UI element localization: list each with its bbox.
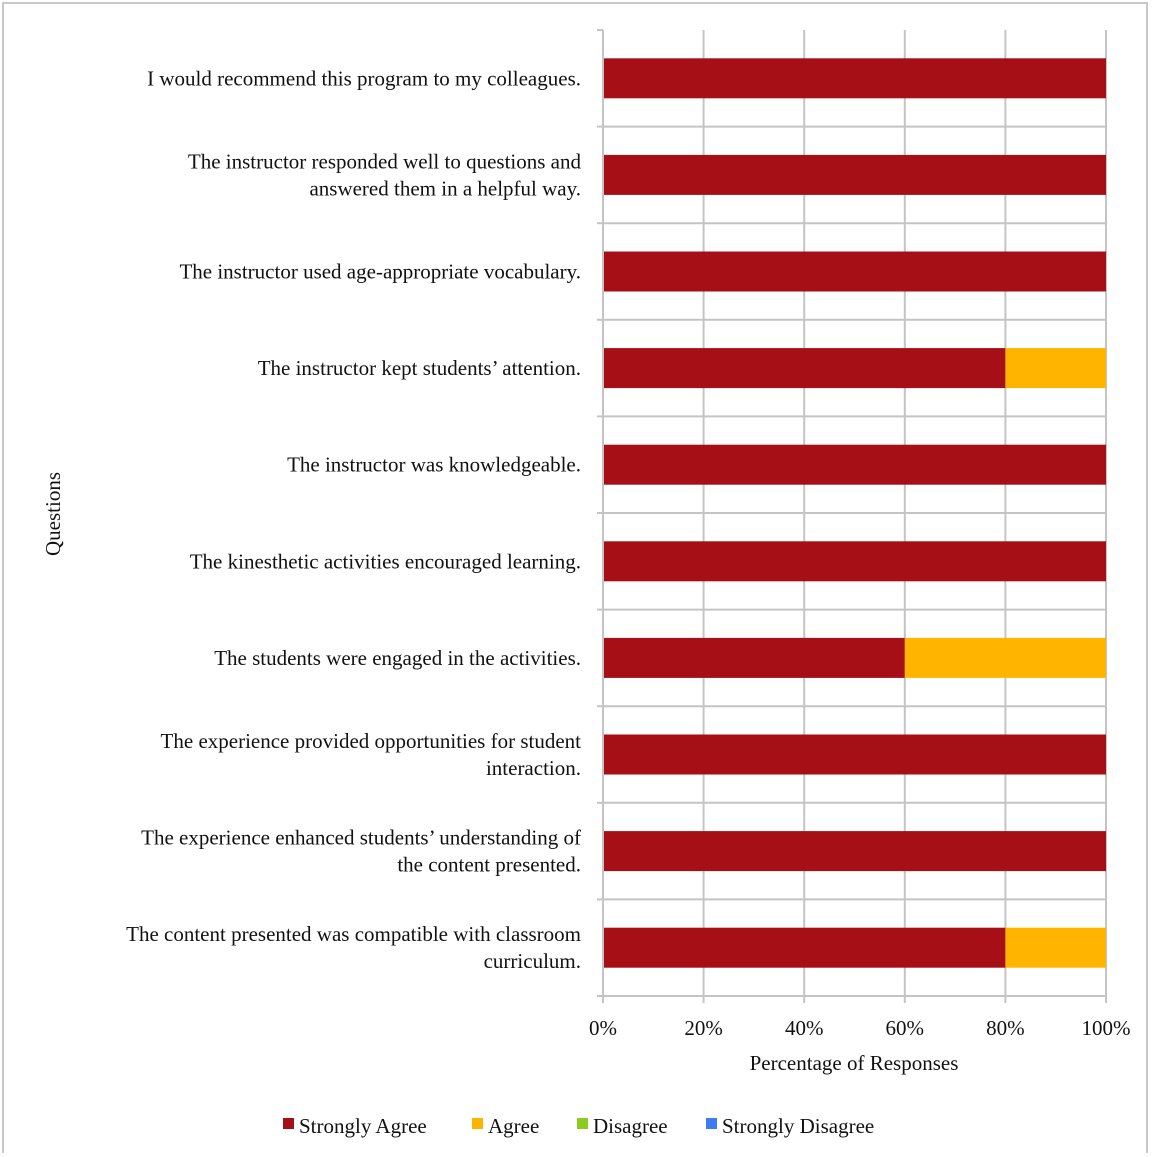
bar-strongly-agree bbox=[603, 541, 1106, 582]
category-label: The students were engaged in the activit… bbox=[214, 646, 581, 670]
bar-strongly-agree bbox=[603, 348, 1006, 389]
category-label: The instructor kept students’ attention. bbox=[258, 356, 581, 380]
bar-strongly-agree bbox=[603, 58, 1106, 99]
bar-strongly-agree bbox=[603, 154, 1106, 195]
bar-strongly-agree bbox=[603, 927, 1006, 968]
bars bbox=[603, 58, 1106, 968]
category-label: The instructor used age-appropriate voca… bbox=[179, 260, 581, 284]
category-label: interaction. bbox=[486, 756, 581, 780]
category-label: The kinesthetic activities encouraged le… bbox=[190, 549, 581, 573]
x-tick-label: 0% bbox=[589, 1016, 617, 1040]
category-label: The instructor responded well to questio… bbox=[188, 149, 582, 173]
x-tick-label: 80% bbox=[986, 1016, 1025, 1040]
x-tick-label: 40% bbox=[785, 1016, 824, 1040]
category-label: the content presented. bbox=[397, 853, 581, 877]
bar-strongly-agree bbox=[603, 734, 1106, 775]
y-axis-title: Questions bbox=[41, 472, 65, 556]
x-tick-labels: 0% 20% 40% 60% 80% 100% bbox=[589, 1016, 1131, 1040]
legend-swatch bbox=[472, 1118, 483, 1129]
legend-label: Agree bbox=[488, 1114, 539, 1138]
bar-agree bbox=[904, 637, 1106, 678]
x-axis-title: Percentage of Responses bbox=[750, 1051, 959, 1075]
legend: Strongly Agree Agree Disagree Strongly Disa… bbox=[283, 1114, 874, 1138]
bar-strongly-agree bbox=[603, 637, 905, 678]
bar-strongly-agree bbox=[603, 444, 1106, 485]
x-tick-label: 60% bbox=[886, 1016, 925, 1040]
legend-swatch bbox=[577, 1118, 588, 1129]
x-tick-label: 100% bbox=[1082, 1016, 1131, 1040]
category-label: curriculum. bbox=[484, 949, 581, 973]
legend-label: Disagree bbox=[593, 1114, 668, 1138]
legend-label: Strongly Disagree bbox=[722, 1114, 874, 1138]
x-tick-label: 20% bbox=[684, 1016, 723, 1040]
legend-swatch bbox=[706, 1118, 717, 1129]
category-label: The experience provided opportunities fo… bbox=[161, 729, 582, 753]
category-labels: I would recommend this program to my col… bbox=[126, 66, 581, 973]
legend-swatch bbox=[283, 1118, 294, 1129]
bar-strongly-agree bbox=[603, 831, 1106, 872]
category-label: answered them in a helpful way. bbox=[309, 176, 581, 200]
category-label: I would recommend this program to my col… bbox=[147, 66, 581, 90]
bar-agree bbox=[1005, 927, 1106, 968]
bar-strongly-agree bbox=[603, 251, 1106, 292]
category-label: The experience enhanced students’ unders… bbox=[141, 826, 581, 850]
legend-label: Strongly Agree bbox=[299, 1114, 427, 1138]
category-label: The content presented was compatible wit… bbox=[126, 922, 581, 946]
category-label: The instructor was knowledgeable. bbox=[287, 453, 581, 477]
bar-agree bbox=[1005, 348, 1106, 389]
axes bbox=[597, 29, 1107, 1003]
